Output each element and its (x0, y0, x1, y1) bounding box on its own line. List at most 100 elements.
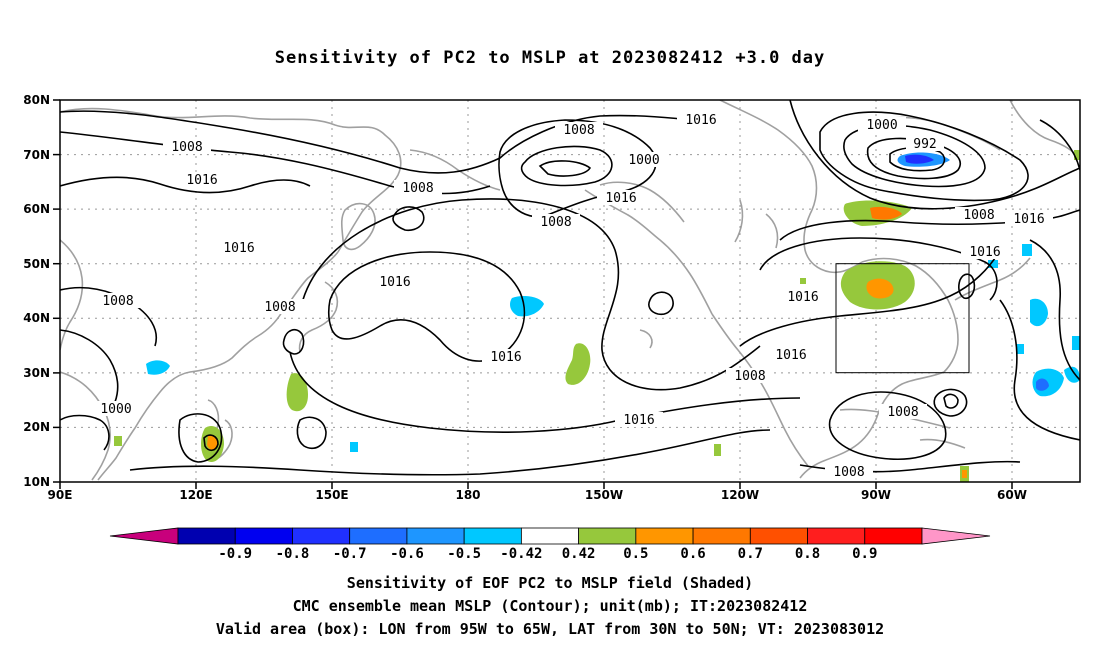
contour-label-1008: 1008 (955, 207, 1003, 223)
svg-text:1016: 1016 (685, 113, 716, 128)
colorbar-segment (177, 527, 236, 545)
lon-tick-label: 60W (997, 488, 1027, 502)
svg-text:1016: 1016 (1013, 212, 1044, 227)
colorbar-label: -0.7 (333, 546, 367, 562)
colorbar-label: 0.6 (680, 546, 705, 562)
svg-text:992: 992 (913, 137, 936, 152)
contour-label-1016: 1016 (178, 172, 226, 188)
svg-text:1008: 1008 (563, 123, 594, 138)
colorbar-arrow-low (109, 527, 179, 545)
colorbar-segment (234, 527, 293, 545)
colorbar-segment (406, 527, 465, 545)
svg-text:1008: 1008 (887, 405, 918, 420)
positive-dot (714, 444, 721, 456)
lon-tick-label: 90E (48, 488, 73, 502)
contour-label-1016: 1016 (615, 412, 663, 428)
lat-tick-label: 10N (23, 475, 50, 489)
colorbar-label: -0.9 (218, 546, 252, 562)
positive-core (962, 470, 967, 478)
caption-line-3: Valid area (box): LON from 95W to 65W, L… (215, 620, 885, 638)
lat-tick-label: 60N (23, 202, 50, 216)
svg-text:1000: 1000 (866, 118, 897, 133)
contour-label-1016: 1016 (779, 289, 827, 305)
colorbar-label: -0.8 (276, 546, 310, 562)
contour-label-1008: 1008 (879, 404, 927, 420)
svg-text:1008: 1008 (102, 294, 133, 309)
contour-label-992: 992 (906, 136, 944, 152)
lat-lon-grid (60, 100, 1080, 482)
lon-tick-labels: 90E 120E 150E 180 150W 120W 90W 60W (48, 488, 1027, 502)
contour-label-1008: 1008 (256, 299, 304, 315)
positive-region (565, 343, 591, 385)
negative-region (146, 360, 170, 375)
svg-text:1016: 1016 (186, 173, 217, 188)
svg-text:1016: 1016 (969, 245, 1000, 260)
coastlines (60, 100, 1080, 481)
negative-dot (988, 260, 998, 268)
colorbar-segment (635, 527, 694, 545)
positive-core (870, 206, 902, 220)
lon-tick-label: 120E (179, 488, 212, 502)
colorbar-label: 0.8 (795, 546, 820, 562)
contour-label-1016: 1016 (215, 240, 263, 256)
colorbar-segment (463, 527, 522, 545)
caption-line-1: Sensitivity of EOF PC2 to MSLP field (Sh… (346, 574, 754, 592)
page-title: Sensitivity of PC2 to MSLP at 2023082412… (274, 48, 826, 68)
negative-region (1030, 298, 1048, 327)
svg-text:1000: 1000 (628, 153, 659, 168)
svg-text:1016: 1016 (605, 191, 636, 206)
lat-tick-label: 20N (23, 420, 50, 434)
svg-text:1000: 1000 (100, 402, 131, 417)
negative-dot (1016, 344, 1024, 354)
contour-label-1008: 1008 (532, 214, 580, 230)
colorbar-label: 0.5 (623, 546, 648, 562)
lat-tick-label: 50N (23, 257, 50, 271)
lon-tick-label: 90W (861, 488, 891, 502)
negative-core (1036, 378, 1049, 391)
svg-text:1016: 1016 (623, 413, 654, 428)
lat-tick-label: 30N (23, 366, 50, 380)
lon-tick-label: 120W (721, 488, 759, 502)
colorbar-segment (520, 527, 580, 545)
map-frame (59, 99, 1081, 483)
svg-text:1016: 1016 (490, 350, 521, 365)
axis-ticks (53, 99, 1013, 489)
contour-label-1016: 1016 (1005, 211, 1053, 227)
contour-label-1000: 1000 (858, 117, 906, 133)
positive-core (866, 278, 894, 299)
svg-text:1008: 1008 (402, 181, 433, 196)
colorbar-segment (864, 527, 923, 545)
colorbar-label: 0.42 (562, 546, 596, 562)
contour-label-1016: 1016 (961, 244, 1009, 260)
positive-core (207, 434, 218, 451)
contour-label-1016: 1016 (677, 112, 725, 128)
contour-label-1008: 1008 (94, 293, 142, 309)
colorbar-segment (292, 527, 351, 545)
lat-tick-label: 40N (23, 311, 50, 325)
contour-label-1000: 1000 (92, 401, 140, 417)
svg-text:1008: 1008 (833, 465, 864, 480)
colorbar-label: 0.9 (852, 546, 877, 562)
positive-region (286, 373, 308, 412)
contour-labels: 1008 1016 1016 1008 1008 1000 1008 1016 … (92, 112, 1053, 480)
lon-tick-label: 180 (455, 488, 480, 502)
colorbar: -0.9 -0.8 -0.7 -0.6 -0.5 -0.42 0.42 0.5 0.6 0.7 0.… (109, 527, 991, 562)
lat-tick-label: 80N (23, 93, 50, 107)
lon-tick-label: 150E (315, 488, 348, 502)
positive-dot (800, 278, 806, 284)
contour-label-1008: 1008 (825, 464, 873, 480)
colorbar-segment (807, 527, 866, 545)
negative-region (510, 296, 544, 317)
contour-label-1008: 1008 (163, 139, 211, 155)
colorbar-segment (349, 527, 408, 545)
contour-label-1016: 1016 (597, 190, 645, 206)
lon-tick-label: 150W (585, 488, 623, 502)
contour-label-1016: 1016 (482, 349, 530, 365)
svg-text:1008: 1008 (963, 208, 994, 223)
negative-region (1064, 366, 1080, 383)
svg-text:1008: 1008 (171, 140, 202, 155)
lat-tick-label: 70N (23, 148, 50, 162)
lat-tick-labels: 80N 70N 60N 50N 40N 30N 20N 10N (23, 93, 50, 489)
contour-label-1016: 1016 (767, 347, 815, 363)
